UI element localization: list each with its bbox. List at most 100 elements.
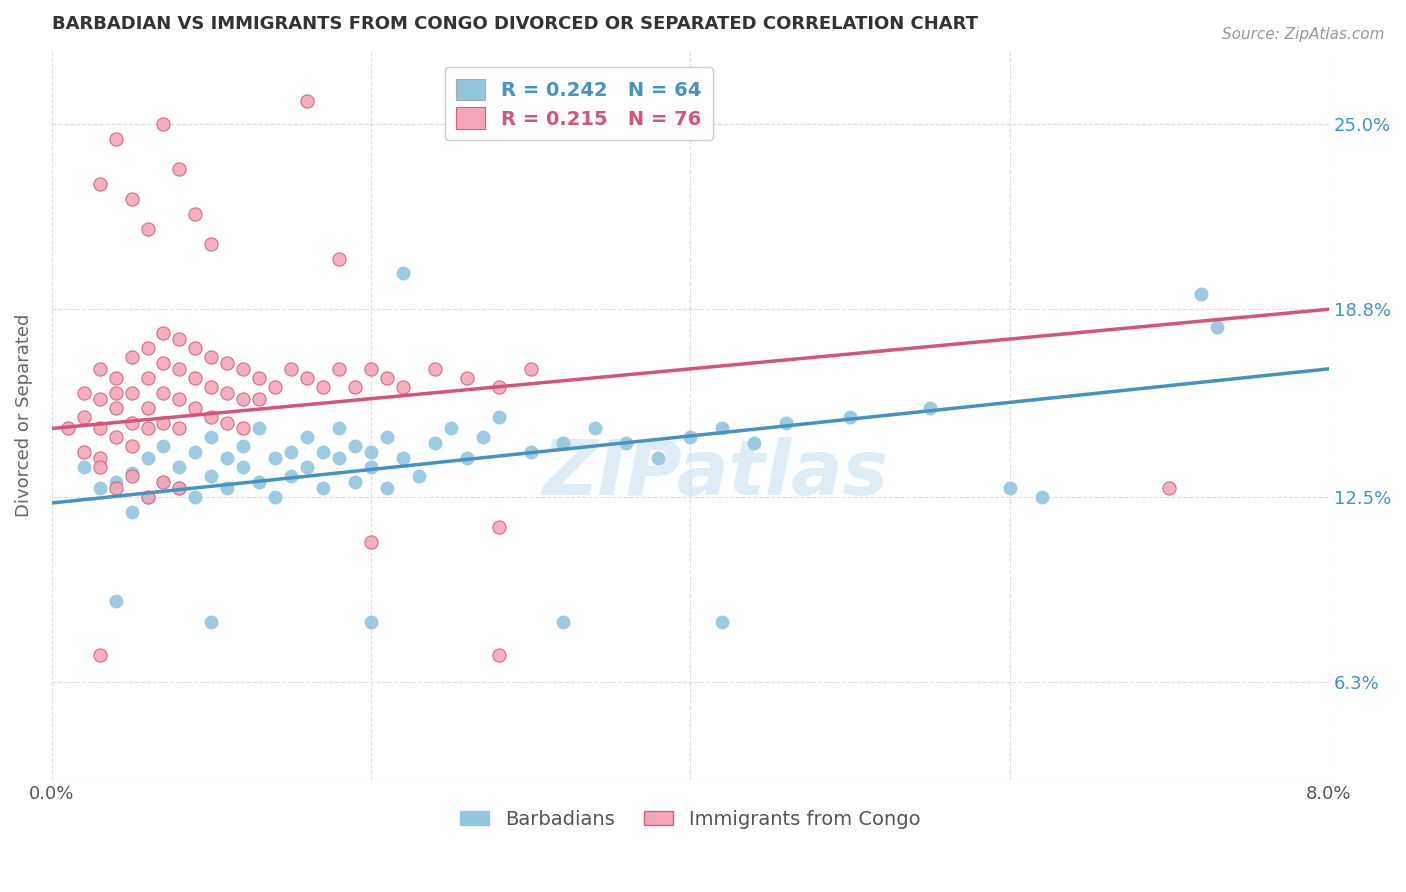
Point — [169, 421, 191, 435]
Point — [551, 436, 574, 450]
Point — [742, 436, 765, 450]
Point — [1159, 481, 1181, 495]
Point — [408, 469, 430, 483]
Point — [184, 490, 207, 504]
Point — [280, 362, 302, 376]
Point — [328, 362, 350, 376]
Point — [200, 350, 222, 364]
Point — [918, 401, 941, 415]
Point — [616, 436, 638, 450]
Point — [360, 445, 382, 459]
Point — [89, 177, 111, 191]
Point — [104, 475, 127, 490]
Point — [169, 162, 191, 177]
Point — [360, 460, 382, 475]
Point — [1189, 287, 1212, 301]
Point — [169, 332, 191, 346]
Point — [519, 362, 541, 376]
Point — [200, 430, 222, 444]
Point — [519, 445, 541, 459]
Point — [775, 416, 797, 430]
Point — [152, 326, 174, 340]
Point — [232, 362, 254, 376]
Point — [184, 371, 207, 385]
Point — [328, 252, 350, 266]
Point — [247, 475, 270, 490]
Point — [583, 421, 606, 435]
Point — [1031, 490, 1053, 504]
Point — [152, 439, 174, 453]
Point — [295, 460, 318, 475]
Point — [73, 385, 96, 400]
Point — [456, 371, 478, 385]
Point — [711, 615, 734, 630]
Point — [551, 615, 574, 630]
Point — [423, 362, 446, 376]
Point — [328, 451, 350, 466]
Point — [328, 421, 350, 435]
Point — [312, 380, 335, 394]
Point — [169, 392, 191, 406]
Point — [73, 409, 96, 424]
Point — [121, 467, 143, 481]
Point — [344, 380, 367, 394]
Point — [295, 430, 318, 444]
Point — [232, 439, 254, 453]
Point — [232, 392, 254, 406]
Point — [217, 481, 239, 495]
Point — [73, 460, 96, 475]
Point — [488, 520, 510, 534]
Point — [392, 267, 415, 281]
Point — [200, 236, 222, 251]
Point — [200, 380, 222, 394]
Point — [184, 207, 207, 221]
Point — [471, 430, 494, 444]
Point — [121, 469, 143, 483]
Point — [121, 505, 143, 519]
Point — [152, 416, 174, 430]
Point — [136, 221, 159, 235]
Point — [440, 421, 463, 435]
Point — [647, 451, 669, 466]
Point — [280, 469, 302, 483]
Point — [392, 451, 415, 466]
Point — [89, 362, 111, 376]
Point — [121, 439, 143, 453]
Point — [152, 385, 174, 400]
Point — [121, 192, 143, 206]
Legend: Barbadians, Immigrants from Congo: Barbadians, Immigrants from Congo — [453, 802, 928, 837]
Point — [264, 451, 287, 466]
Point — [104, 385, 127, 400]
Point — [169, 481, 191, 495]
Point — [136, 490, 159, 504]
Y-axis label: Divorced or Separated: Divorced or Separated — [15, 313, 32, 516]
Text: Source: ZipAtlas.com: Source: ZipAtlas.com — [1222, 27, 1385, 42]
Text: ZIPatlas: ZIPatlas — [543, 436, 889, 510]
Point — [217, 416, 239, 430]
Point — [375, 371, 398, 385]
Point — [89, 460, 111, 475]
Point — [104, 430, 127, 444]
Point — [89, 481, 111, 495]
Point — [121, 416, 143, 430]
Point — [711, 421, 734, 435]
Point — [89, 648, 111, 662]
Point — [136, 490, 159, 504]
Point — [169, 460, 191, 475]
Point — [264, 380, 287, 394]
Point — [217, 451, 239, 466]
Point — [89, 421, 111, 435]
Point — [360, 534, 382, 549]
Point — [121, 385, 143, 400]
Point — [488, 380, 510, 394]
Point — [1206, 320, 1229, 334]
Point — [136, 401, 159, 415]
Point — [152, 475, 174, 490]
Point — [679, 430, 702, 444]
Point — [456, 451, 478, 466]
Point — [360, 362, 382, 376]
Point — [312, 481, 335, 495]
Point — [232, 460, 254, 475]
Point — [839, 409, 862, 424]
Point — [56, 421, 79, 435]
